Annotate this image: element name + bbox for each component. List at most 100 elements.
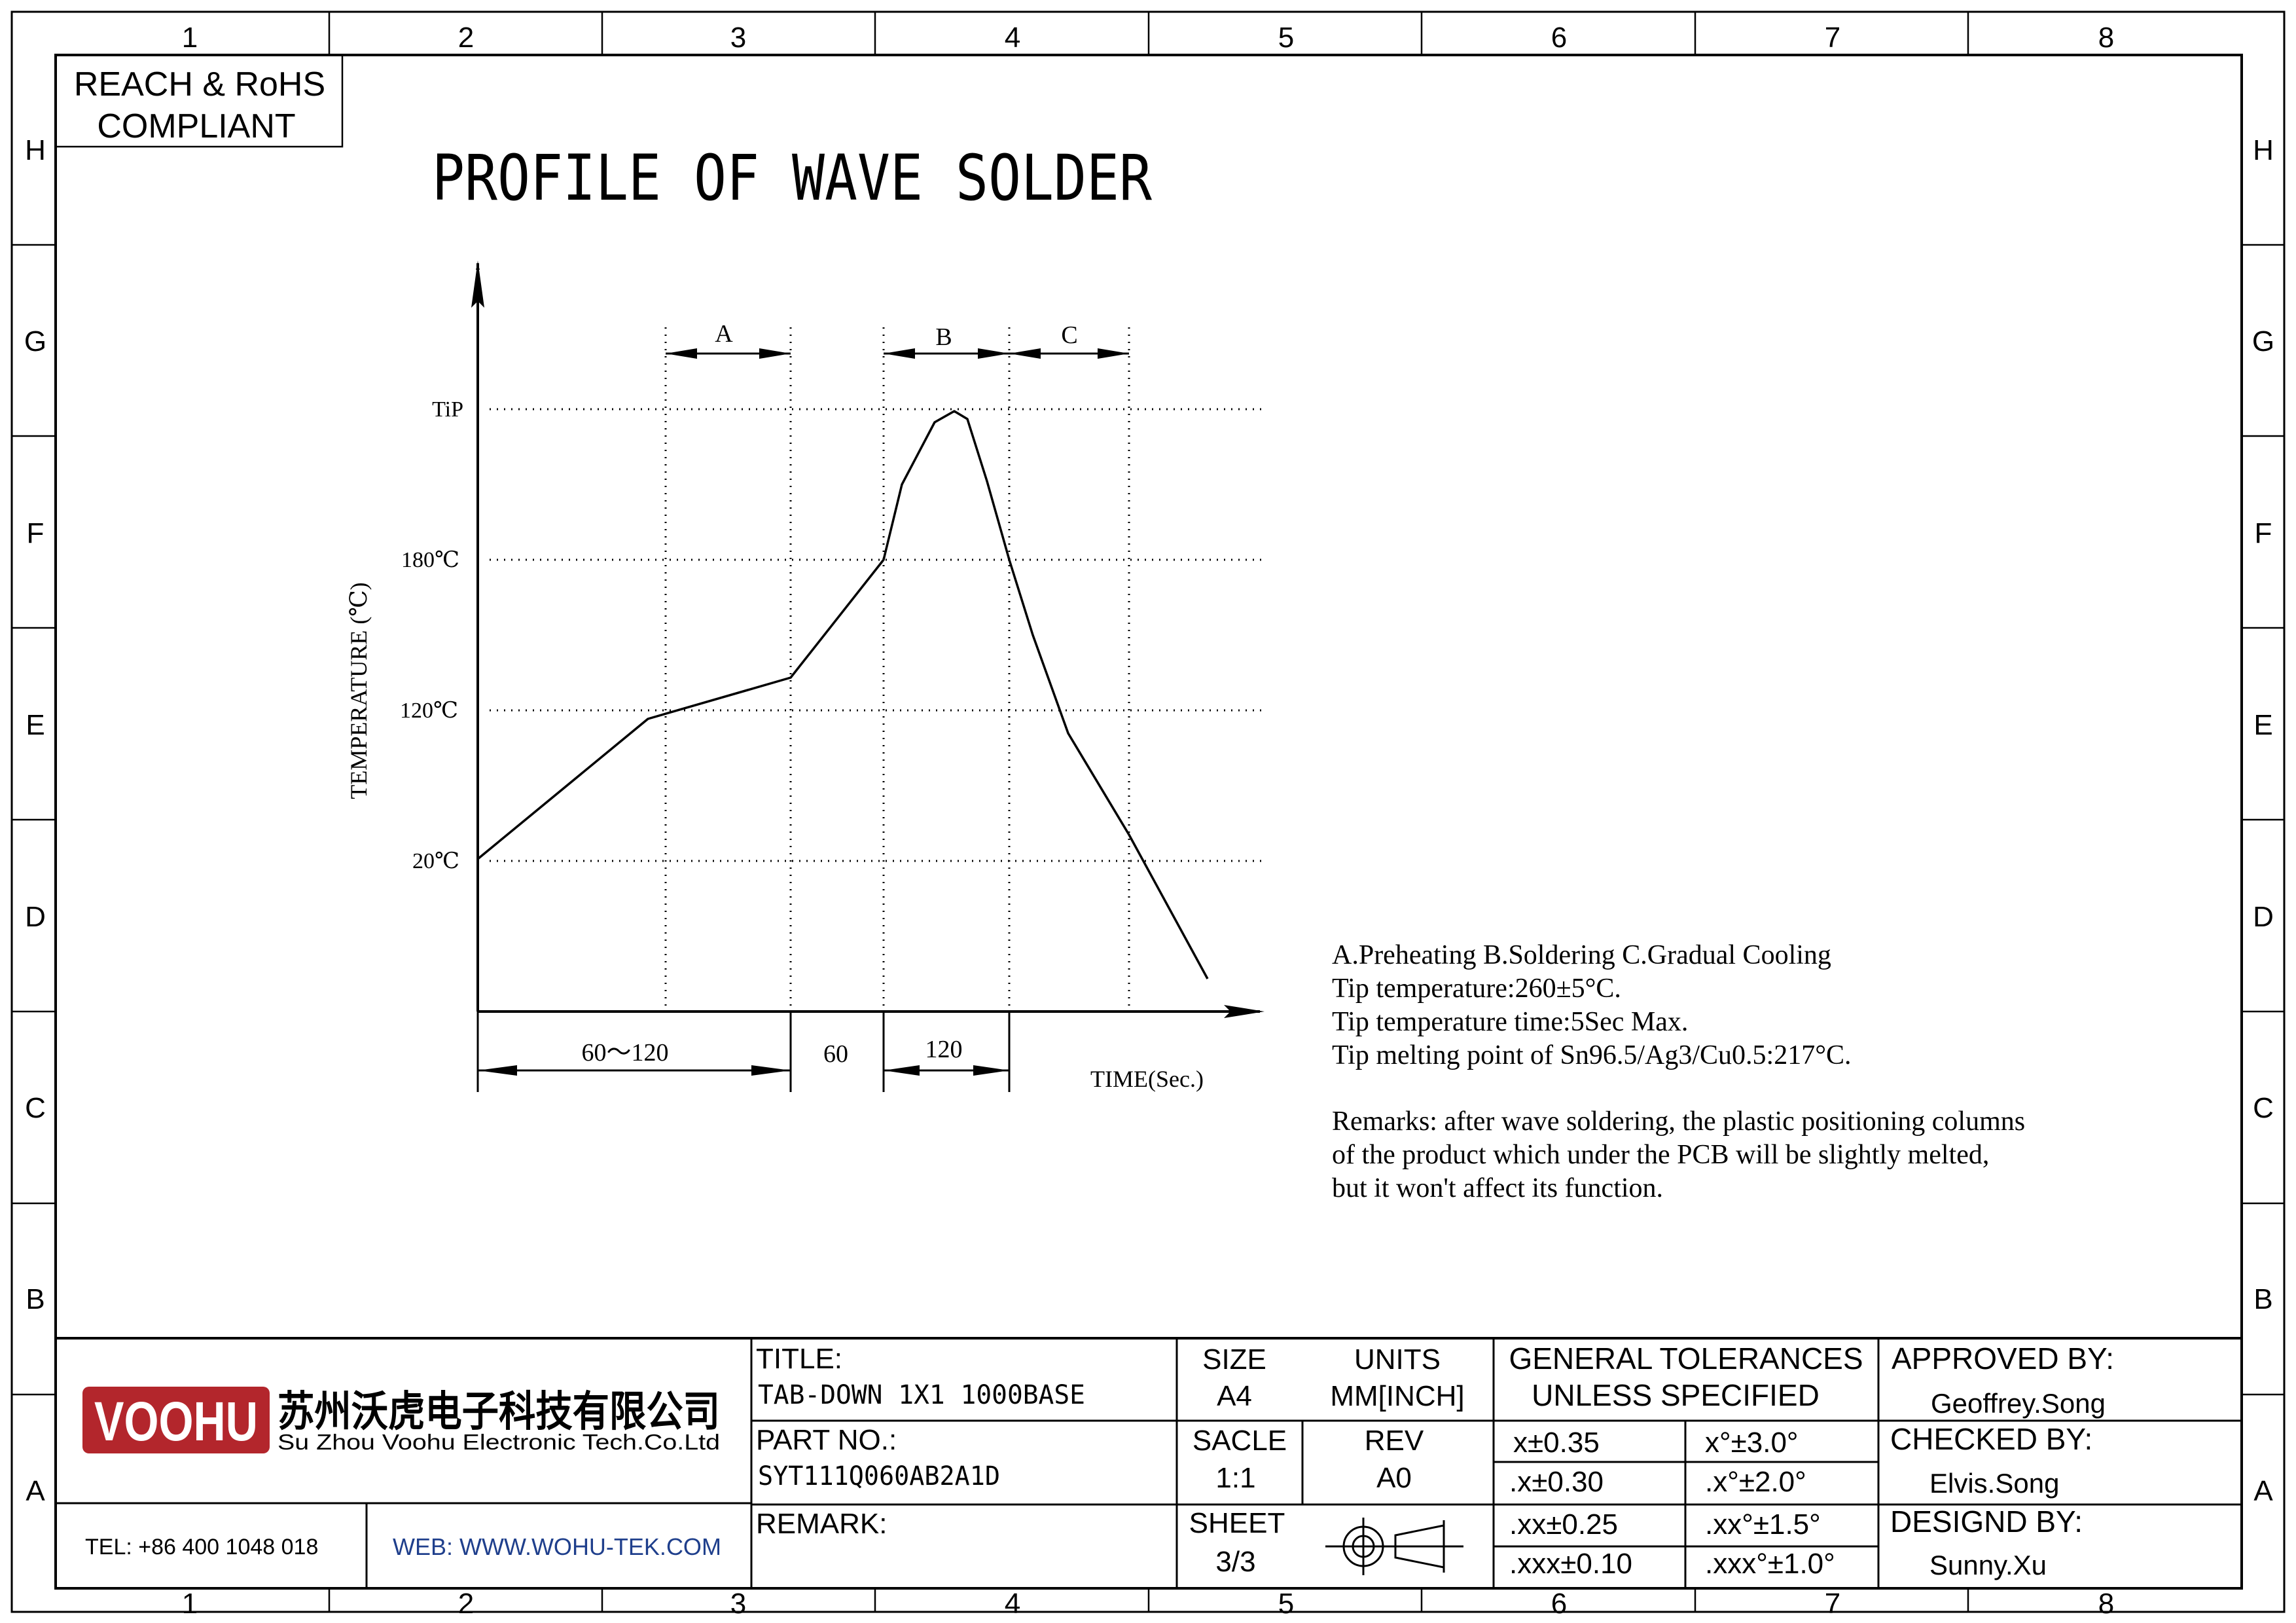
y-tick-label: 120℃ [400,699,458,723]
col-label-top: 3 [730,22,746,54]
company-logo: VOOHU [82,1387,270,1453]
sheet-value: 3/3 [1215,1546,1255,1578]
tolerance-angular: x°±3.0° [1705,1427,1799,1459]
note-line: Tip temperature:260±5°C. [1332,974,1621,1004]
zone-ticks [12,12,2284,1612]
logo-text: VOOHU [94,1391,258,1452]
x-axis-arrowhead [1224,1005,1265,1018]
y-tick-label: TiP [432,397,463,422]
part-label: PART NO.: [756,1424,897,1456]
checked-name: Elvis.Song [1929,1468,2059,1499]
row-label-right: B [2253,1283,2272,1315]
grid-horizontal [490,408,1263,862]
row-label-left: H [25,134,46,166]
profile-curve [476,410,1209,979]
col-label-bottom: 1 [182,1588,198,1620]
row-label-right: A [2253,1475,2273,1507]
col-label-bottom: 8 [2098,1588,2114,1620]
company-name-cn: 苏州沃虎电子科技有限公司 [278,1388,720,1435]
tolerance-subtitle: UNLESS SPECIFIED [1532,1378,1820,1412]
units-label: UNITS [1354,1343,1441,1376]
x-axis-label: TIME(Sec.) [1090,1066,1204,1092]
row-label-left: G [24,325,46,357]
remark-line: but it won't affect its function. [1332,1173,1663,1203]
col-label-bottom: 3 [730,1588,746,1620]
row-label-right: D [2253,901,2274,933]
row-label-left: E [26,709,45,741]
tolerance-linear: .xxx±0.10 [1509,1548,1632,1580]
col-label-bottom: 5 [1278,1588,1294,1620]
zone-arrowheads [666,348,1129,359]
y-tick-label: 20℃ [412,849,459,873]
rev-label: REV [1365,1425,1424,1457]
size-value: A4 [1217,1380,1252,1412]
company-tel: TEL: +86 400 1048 018 [85,1535,318,1559]
note-line: Tip melting point of Sn96.5/Ag3/Cu0.5:21… [1332,1040,1852,1070]
row-label-left: D [25,901,46,933]
compliance-line1: REACH & RoHS [74,65,325,103]
tolerance-angular: .xxx°±1.0° [1705,1548,1835,1580]
note-line: Tip temperature time:5Sec Max. [1332,1007,1688,1037]
row-label-left: C [25,1092,46,1124]
tolerance-angular: .x°±2.0° [1705,1466,1806,1498]
time-span-label: 120 [925,1036,963,1063]
process-notes: A.Preheating B.Soldering C.Gradual Cooli… [1332,940,2025,1203]
zone-label-b: B [935,323,952,351]
zone-label-a: A [715,320,733,348]
approved-label: APPROVED BY: [1892,1341,2114,1376]
tolerance-angular: .xx°±1.5° [1705,1508,1821,1541]
col-label-top: 4 [1005,22,1020,54]
grid-vertical [664,327,1130,1008]
designed-label: DESIGND BY: [1890,1504,2083,1539]
zone-label-c: C [1061,321,1077,349]
remark-line: of the product which under the PCB will … [1332,1140,1989,1170]
row-label-left: F [27,517,45,549]
col-label-bottom: 4 [1005,1588,1020,1620]
compliance-line2: COMPLIANT [97,107,295,145]
row-label-right: C [2253,1092,2274,1124]
solder-profile-chart: TiP 180℃ 120℃ 20℃ TEMPERATURE (℃) A B C [346,261,1265,1092]
y-axis-label: TEMPERATURE (℃) [346,582,372,799]
tolerance-linear: x±0.35 [1513,1427,1600,1459]
row-label-right: H [2253,134,2274,166]
title-value: TAB-DOWN 1X1 1000BASE [758,1380,1085,1410]
title-label: TITLE: [756,1343,842,1375]
tolerance-title: GENERAL TOLERANCES [1509,1341,1863,1376]
col-label-bottom: 2 [458,1588,474,1620]
remark-label: REMARK: [756,1508,887,1540]
title-block [56,1337,2242,1588]
col-label-top: 2 [458,22,474,54]
row-label-left: B [26,1283,45,1315]
approved-name: Geoffrey.Song [1931,1388,2106,1419]
col-label-top: 8 [2098,22,2114,54]
time-span-label: 60～120 [581,1039,668,1067]
row-label-right: E [2253,709,2272,741]
part-number: SYT111Q060AB2A1D [758,1461,1000,1491]
col-label-bottom: 6 [1551,1588,1567,1620]
col-label-top: 6 [1551,22,1567,54]
compliance-box: REACH & RoHS COMPLIANT [54,54,344,148]
row-label-right: F [2255,517,2272,549]
checked-label: CHECKED BY: [1890,1422,2092,1456]
size-label: SIZE [1202,1343,1266,1376]
scale-value: 1:1 [1215,1462,1255,1494]
col-label-top: 1 [182,22,198,54]
company-web: WEB: WWW.WOHU-TEK.COM [393,1533,721,1560]
col-label-top: 5 [1278,22,1294,54]
scale-label: SACLE [1193,1425,1287,1457]
time-arrowheads [478,1065,1009,1076]
col-label-top: 7 [1825,22,1840,54]
row-label-right: G [2252,325,2274,357]
time-span-label: 60 [823,1040,848,1068]
tolerance-linear: .xx±0.25 [1509,1508,1618,1541]
company-name-en: Su Zhou Voohu Electronic Tech.Co.Ltd [278,1430,720,1454]
designed-name: Sunny.Xu [1929,1550,2047,1580]
drawing-title: PROFILE OF WAVE SOLDER [432,141,1152,215]
y-axis-arrowhead [471,261,484,308]
row-label-left: A [26,1475,45,1507]
rev-value: A0 [1376,1462,1412,1494]
sheet-label: SHEET [1189,1507,1285,1539]
projection-symbol-icon [1325,1518,1463,1575]
y-tick-label: 180℃ [401,548,459,572]
